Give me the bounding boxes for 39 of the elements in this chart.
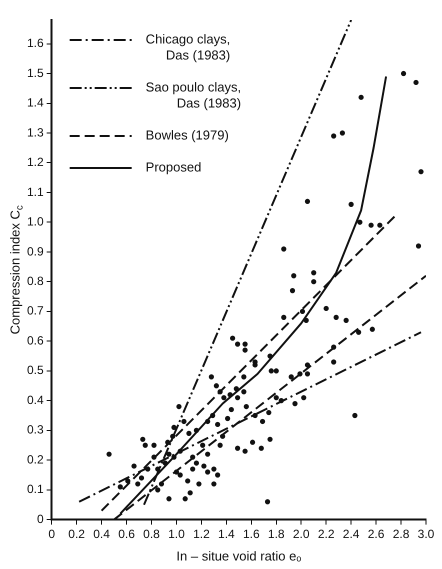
- x-tick-label: 1.8: [268, 527, 285, 542]
- y-tick-label: 1.5: [26, 66, 44, 80]
- y-tick-label: 0.8: [26, 274, 44, 288]
- legend-label: Proposed: [146, 160, 202, 175]
- y-tick-label: 0.7: [26, 304, 44, 318]
- x-tick-label: 1.6: [242, 527, 260, 542]
- x-tick-label: 1.0: [168, 527, 186, 542]
- x-tick-label: 2.4: [342, 527, 360, 542]
- y-tick-label: 0.3: [26, 422, 44, 437]
- x-tick-label: 2.6: [368, 527, 385, 542]
- x-tick-label: 2.8: [392, 527, 410, 542]
- y-tick-label: 1.3: [26, 125, 44, 140]
- y-tick-label: 1.2: [26, 155, 44, 170]
- y-tick-label: 1.6: [26, 36, 44, 50]
- y-tick-label: 0.4: [26, 392, 44, 407]
- x-tick-label: 2.0: [292, 527, 310, 542]
- y-tick-label: 0.5: [26, 363, 44, 378]
- legend-label: Chicago clays, Das (1983): [146, 32, 230, 63]
- y-tick-label: 0.6: [26, 333, 44, 348]
- y-tick-label: 0.9: [26, 244, 44, 258]
- x-tick-label: 1.4: [218, 527, 236, 542]
- y-tick-label: 0: [36, 512, 44, 526]
- y-tick-label: 0.1: [26, 482, 44, 496]
- y-tick-label: 0.2: [26, 452, 44, 466]
- x-tick-label: 0.4: [93, 527, 110, 542]
- x-tick-label: 0.8: [143, 527, 160, 542]
- y-tick-label: 1.0: [26, 214, 44, 229]
- legend-label: Sao poulo clays, Das (1983): [146, 80, 242, 111]
- x-tick-label: 0: [48, 527, 56, 542]
- x-tick-label: 2.2: [318, 527, 335, 542]
- x-tick-label: 0.6: [118, 527, 136, 542]
- y-tick-label: 1.4: [26, 96, 44, 110]
- x-axis-title: In – situe void ratio eₒ: [176, 548, 302, 564]
- y-axis-title: Compression index Cc: [8, 205, 26, 334]
- legend-label: Bowles (1979): [146, 128, 229, 143]
- x-tick-label: 1.2: [193, 527, 210, 542]
- x-tick-label: 0.2: [68, 527, 86, 542]
- y-tick-label: 1.1: [26, 184, 44, 199]
- x-tick-label: 3.0: [418, 527, 435, 542]
